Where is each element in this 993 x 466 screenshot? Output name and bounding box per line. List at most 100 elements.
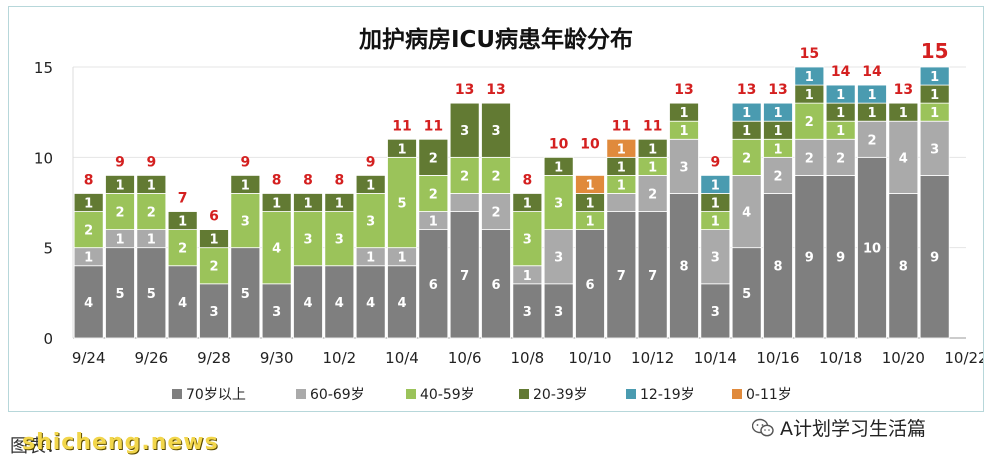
bar-segment — [167, 265, 198, 339]
segment-label: 3 — [930, 142, 939, 157]
segment-label: 1 — [147, 178, 156, 193]
segment-label: 3 — [554, 197, 563, 212]
segment-label: 1 — [930, 70, 939, 85]
segment-label: 1 — [867, 88, 876, 103]
total-label: 8 — [272, 172, 282, 188]
segment-label: 4 — [272, 242, 281, 257]
x-tick-label: 10/16 — [756, 349, 799, 367]
segment-label: 1 — [523, 197, 532, 212]
legend-swatch — [406, 389, 416, 399]
segment-label: 8 — [899, 260, 908, 275]
bar-segment — [700, 283, 731, 339]
segment-label: 3 — [209, 305, 218, 320]
bar-segment — [857, 156, 887, 339]
bar-segment — [888, 193, 919, 339]
segment-label: 1 — [272, 197, 281, 212]
segment-label: 1 — [115, 233, 124, 248]
segment-label: 2 — [147, 206, 156, 221]
bar-segment — [637, 138, 668, 158]
bar-segment — [73, 265, 104, 339]
segment-label: 1 — [178, 215, 187, 230]
bar-segment — [230, 193, 261, 249]
segment-label: 3 — [679, 160, 688, 175]
segment-label: 1 — [335, 197, 344, 212]
x-tick-label: 9/30 — [260, 349, 294, 367]
segment-label: 2 — [648, 187, 657, 202]
wechat-icon — [752, 418, 774, 436]
stacked-bar-chart: 加护病房ICU病患年龄分布051015412185121951219421732… — [34, 26, 983, 403]
segment-label: 4 — [397, 296, 406, 311]
bar-segment — [700, 174, 731, 194]
segment-label: 1 — [711, 215, 720, 230]
segment-label: 2 — [805, 115, 814, 130]
bar-segment — [355, 174, 386, 194]
legend-swatch — [172, 389, 182, 399]
segment-label: 5 — [147, 287, 156, 302]
segment-label: 1 — [836, 124, 845, 139]
bar-segment — [919, 66, 950, 86]
segment-label: 2 — [742, 151, 751, 166]
segment-label: 1 — [617, 178, 626, 193]
segment-label: 1 — [836, 88, 845, 103]
x-tick-label: 10/22 — [944, 349, 983, 367]
y-tick-label: 0 — [43, 330, 53, 348]
segment-label: 2 — [115, 206, 124, 221]
bar-segment — [512, 211, 543, 267]
segment-label: 7 — [617, 269, 626, 284]
segment-label: 7 — [648, 269, 657, 284]
x-tick-label: 10/2 — [322, 349, 356, 367]
bar-segment — [888, 120, 919, 194]
segment-label: 1 — [429, 215, 438, 230]
total-label: 8 — [522, 172, 532, 188]
y-tick-label: 5 — [43, 240, 53, 258]
bar-segment — [324, 193, 355, 212]
segment-label: 1 — [366, 251, 375, 266]
bar-segment — [763, 156, 793, 194]
segment-label: 1 — [115, 178, 124, 193]
x-tick-label: 9/28 — [197, 349, 231, 367]
segment-label: 2 — [209, 260, 218, 275]
total-label: 8 — [303, 172, 313, 188]
wechat-account-name: A计划学习生活篇 — [780, 418, 926, 440]
total-label: 14 — [862, 64, 882, 80]
segment-label: 1 — [209, 233, 218, 248]
bar-segment — [199, 247, 229, 285]
segment-label: 4 — [899, 151, 908, 166]
bar-segment — [857, 84, 887, 104]
segment-label: 5 — [241, 287, 250, 302]
bar-segment — [575, 229, 605, 339]
segment-label: 1 — [742, 124, 751, 139]
segment-label: 6 — [491, 278, 500, 293]
bar-segment — [731, 102, 762, 122]
bar-segment — [105, 193, 135, 230]
chart-frame: 加护病房ICU病患年龄分布 0 5 10 15 4 1 2 1 8 5 1 2 1 9 5 1 2 1 9 4 2 1 7 3 2… — [8, 6, 984, 412]
segment-label: 4 — [335, 296, 344, 311]
segment-label: 3 — [272, 305, 281, 320]
total-label: 9 — [710, 154, 720, 170]
total-label: 10 — [580, 136, 600, 152]
bar-segment — [293, 193, 323, 212]
segment-label: 1 — [679, 106, 688, 121]
bar-segment — [481, 102, 511, 158]
segment-label: 1 — [617, 142, 626, 157]
credit-label: 图表： — [10, 436, 64, 457]
total-label: 9 — [146, 154, 156, 170]
legend-label: 0-11岁 — [746, 387, 792, 403]
segment-label: 3 — [303, 233, 312, 248]
total-label: 8 — [84, 172, 94, 188]
x-tick-label: 10/12 — [631, 349, 674, 367]
bar-segment — [794, 102, 825, 140]
bar-segment — [794, 66, 825, 86]
segment-label: 4 — [742, 206, 751, 221]
segment-label: 1 — [773, 106, 782, 121]
bar-segment — [293, 265, 323, 339]
legend-label: 70岁以上 — [186, 387, 246, 403]
segment-label: 8 — [773, 260, 782, 275]
total-label: 11 — [643, 118, 662, 134]
total-label: 9 — [115, 154, 125, 170]
segment-label: 3 — [523, 233, 532, 248]
bar-segment — [293, 211, 323, 267]
bar-segment — [794, 138, 825, 176]
chart-title: 加护病房ICU病患年龄分布 — [358, 26, 633, 53]
bar-segment — [669, 138, 699, 194]
